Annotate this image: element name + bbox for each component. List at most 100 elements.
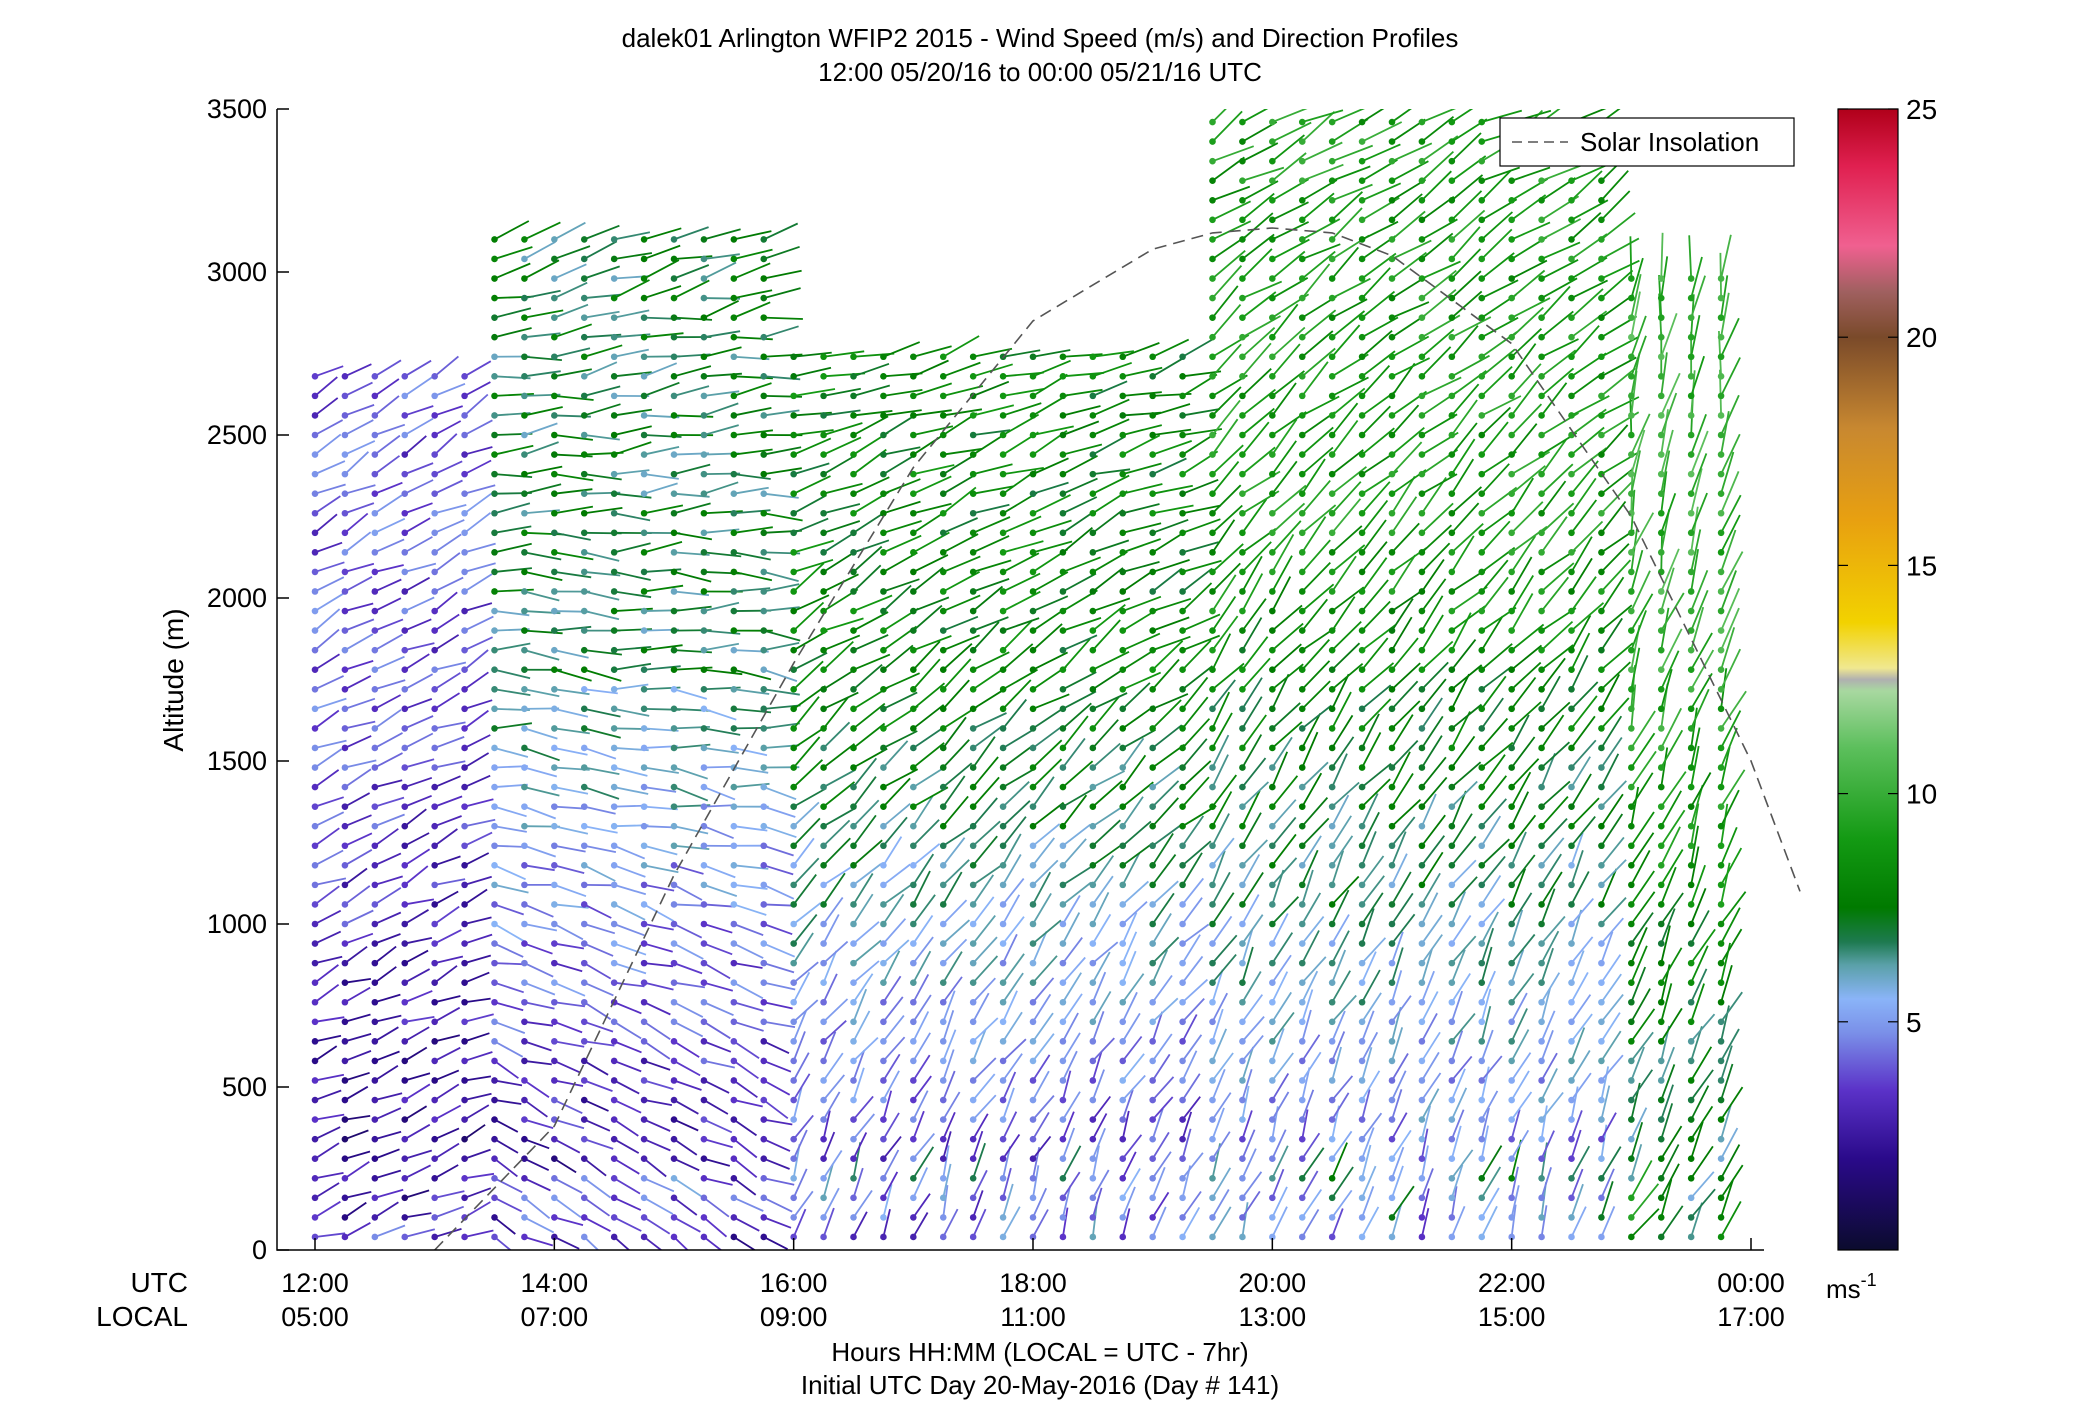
wind-barb-dot <box>1448 568 1456 576</box>
wind-barb <box>1032 1033 1055 1062</box>
wind-barb <box>1002 643 1034 671</box>
wind-barb-dot <box>1448 979 1456 986</box>
wind-barb-dot <box>1029 490 1037 497</box>
wind-barb-dot <box>730 783 738 791</box>
wind-barb <box>1391 1203 1403 1238</box>
wind-barb <box>314 541 343 554</box>
wind-barb <box>404 1123 431 1140</box>
wind-barb <box>763 629 801 642</box>
wind-barb-dot <box>1358 529 1366 537</box>
wind-barb <box>852 1113 875 1140</box>
wind-barb <box>1421 1051 1440 1081</box>
wind-barb <box>643 285 682 299</box>
wind-barb <box>1600 617 1623 651</box>
wind-barb-dot <box>939 431 947 439</box>
wind-barb <box>972 585 1004 612</box>
wind-barb-dot <box>1598 783 1605 791</box>
wind-barb <box>793 601 825 632</box>
wind-barb-dot <box>551 1038 558 1045</box>
wind-barb <box>972 1094 997 1121</box>
wind-barb <box>1630 570 1651 612</box>
wind-barb <box>1600 753 1620 788</box>
wind-barb <box>1211 871 1231 905</box>
wind-barb <box>1391 831 1407 866</box>
wind-barb <box>1481 109 1523 123</box>
wind-barb <box>344 792 371 808</box>
wind-barb <box>882 1149 900 1179</box>
wind-barb-dot <box>431 529 438 537</box>
wind-barb <box>494 884 529 894</box>
wind-barb-dot <box>1089 920 1097 928</box>
wind-barb <box>882 836 903 866</box>
wind-barb <box>1331 930 1350 964</box>
wind-barb-dot <box>1149 881 1156 889</box>
wind-barb <box>1301 849 1319 886</box>
wind-barb-dot <box>939 490 947 497</box>
wind-barb <box>1540 714 1565 749</box>
wind-barb-dot <box>461 979 468 986</box>
wind-barb-dot <box>1717 764 1725 771</box>
wind-barb-dot <box>1298 392 1306 400</box>
wind-barb-dot <box>730 1018 738 1026</box>
wind-barb <box>1301 761 1329 788</box>
wind-barb-dot <box>401 822 409 830</box>
wind-barb-dot <box>401 568 409 576</box>
wind-barb-dot <box>1628 803 1635 810</box>
wind-barb-dot <box>1179 509 1186 517</box>
wind-barb <box>1301 361 1329 397</box>
wind-barb-dot <box>1179 1057 1186 1065</box>
wind-barb-dot <box>790 509 797 517</box>
wind-barb-dot <box>431 1018 438 1026</box>
wind-barb <box>314 955 343 964</box>
wind-barb <box>404 1016 435 1023</box>
wind-barb <box>1690 1188 1716 1218</box>
wind-barb-dot <box>461 373 468 380</box>
wind-barb <box>494 1079 523 1087</box>
wind-barb-dot <box>1628 627 1635 634</box>
wind-barb <box>1211 156 1245 182</box>
wind-barb <box>1092 855 1115 886</box>
wind-barb <box>1331 1130 1353 1160</box>
wind-barb <box>942 473 977 495</box>
wind-barb-dot <box>820 1077 827 1084</box>
wind-barb-dot <box>341 1155 349 1163</box>
wind-barb-dot <box>1448 666 1456 674</box>
wind-barb-dot <box>1298 744 1306 752</box>
wind-barb <box>1331 673 1350 710</box>
wind-barb-dot <box>371 920 379 928</box>
wind-barb-dot <box>999 1096 1007 1104</box>
wind-barb-dot <box>850 392 857 400</box>
wind-barb-dot <box>1687 470 1695 478</box>
wind-barb <box>1002 833 1022 866</box>
wind-barb <box>1391 301 1430 319</box>
wind-barb-dot <box>1298 646 1306 654</box>
wind-barb-dot <box>1418 353 1426 361</box>
wind-barb-dot <box>820 1194 827 1202</box>
wind-barb <box>1301 835 1322 866</box>
wind-barb-dot <box>1239 705 1246 713</box>
wind-barb <box>912 894 936 925</box>
wind-barb-dot <box>1568 216 1575 224</box>
wind-barb-dot <box>969 1096 977 1104</box>
wind-barb <box>554 434 594 441</box>
wind-barb-dot <box>790 646 797 654</box>
x-tick-label-local: 07:00 <box>521 1302 589 1332</box>
wind-barb-dot <box>910 862 917 869</box>
wind-barb <box>673 923 703 939</box>
wind-barb <box>374 875 403 886</box>
wind-barb <box>822 640 854 671</box>
wind-barb-dot <box>790 568 797 576</box>
wind-barb <box>1480 946 1493 983</box>
wind-barb-dot <box>1478 940 1486 947</box>
wind-barb <box>1241 598 1267 632</box>
wind-barb-dot <box>1508 314 1515 321</box>
wind-barb-dot <box>1448 803 1456 810</box>
wind-barb-dot <box>1298 177 1306 185</box>
wind-barb <box>1062 737 1086 769</box>
wind-barb <box>1092 805 1123 827</box>
wind-barb-dot <box>640 1233 648 1241</box>
wind-barb-dot <box>580 255 588 263</box>
wind-barb-dot <box>640 803 648 810</box>
wind-barb-dot <box>1298 490 1306 497</box>
wind-barb <box>733 382 772 397</box>
